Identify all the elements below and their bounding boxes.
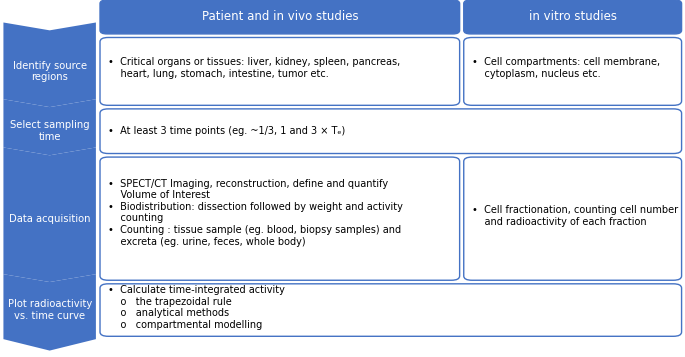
Text: •  Critical organs or tissues: liver, kidney, spleen, pancreas,
    heart, lung,: • Critical organs or tissues: liver, kid… (108, 57, 401, 79)
Text: Identify source
regions: Identify source regions (12, 61, 87, 82)
Text: Data acquisition: Data acquisition (9, 213, 90, 224)
FancyBboxPatch shape (100, 284, 682, 336)
Text: in vitro studies: in vitro studies (529, 10, 616, 24)
Text: Plot radioactivity
vs. time curve: Plot radioactivity vs. time curve (8, 299, 92, 321)
FancyBboxPatch shape (100, 109, 682, 154)
Text: Patient and in vivo studies: Patient and in vivo studies (201, 10, 358, 24)
Polygon shape (3, 99, 96, 155)
FancyBboxPatch shape (100, 0, 460, 34)
Polygon shape (3, 147, 96, 282)
FancyBboxPatch shape (100, 157, 460, 280)
Text: Select sampling
time: Select sampling time (10, 120, 90, 142)
Text: •  Cell compartments: cell membrane,
    cytoplasm, nucleus etc.: • Cell compartments: cell membrane, cyto… (472, 57, 660, 79)
Polygon shape (3, 274, 96, 351)
Text: •  At least 3 time points (eg. ~1/3, 1 and 3 × Tₑ): • At least 3 time points (eg. ~1/3, 1 an… (108, 126, 345, 136)
FancyBboxPatch shape (464, 0, 682, 34)
Text: •  Calculate time-integrated activity
    o   the trapezoidal rule
    o   analy: • Calculate time-integrated activity o t… (108, 285, 285, 330)
Polygon shape (3, 22, 96, 107)
Text: •  Cell fractionation, counting cell number
    and radioactivity of each fracti: • Cell fractionation, counting cell numb… (472, 205, 678, 227)
FancyBboxPatch shape (100, 37, 460, 105)
FancyBboxPatch shape (464, 157, 682, 280)
FancyBboxPatch shape (464, 37, 682, 105)
Text: •  SPECT/CT Imaging, reconstruction, define and quantify
    Volume of Interest
: • SPECT/CT Imaging, reconstruction, defi… (108, 178, 403, 246)
